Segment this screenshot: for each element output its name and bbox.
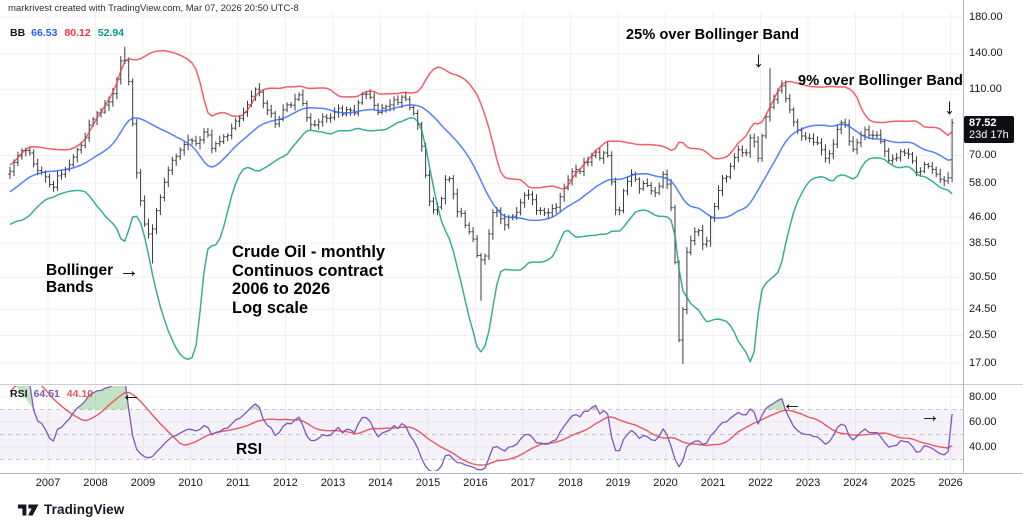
tradingview-logo-icon (18, 504, 39, 516)
annotation-rsi-label: RSI (236, 441, 263, 458)
right-arrow-icon-bollinger: → (119, 260, 139, 282)
time-tick-label: 2011 (226, 477, 250, 489)
time-tick-label: 2021 (700, 477, 726, 489)
annotation-9pct-over-band: 9% over Bollinger Band (798, 73, 963, 89)
time-tick-label: 2008 (83, 477, 108, 489)
price-tick-label: 180.00 (969, 10, 1003, 23)
time-tick-label: 2018 (558, 477, 583, 489)
price-tick-label: 30.50 (969, 270, 997, 283)
attribution-text: markrivest created with TradingView.com,… (8, 3, 299, 14)
left-arrow-icon-rsi-2008: ← (121, 384, 141, 406)
last-price-badge: 87.52 23d 17h (964, 115, 1014, 143)
price-tick-label: 58.00 (969, 176, 997, 189)
bb-upper-value: 80.12 (64, 27, 91, 39)
price-tick-label: 70.00 (969, 148, 997, 161)
time-tick-label: 2007 (35, 477, 61, 489)
time-tick-label: 2013 (320, 477, 346, 489)
price-tick-label: 38.50 (969, 236, 997, 249)
bb-basis-value: 66.53 (31, 27, 58, 39)
rsi-tick-label: 60.00 (969, 415, 997, 428)
tradingview-logo[interactable]: TradingView (18, 502, 124, 517)
time-tick-label: 2024 (843, 477, 868, 489)
down-arrow-icon-2022: ↓ (753, 47, 764, 72)
last-price-value: 87.52 (969, 116, 997, 129)
time-tick-label: 2022 (748, 477, 773, 489)
time-tick-label: 2023 (795, 477, 821, 489)
price-tick-label: 17.00 (969, 356, 997, 369)
down-arrow-icon-2026: ↓ (944, 94, 955, 119)
time-tick-label: 2025 (890, 477, 916, 489)
annotation-bollinger-bands: Bollinger Bands (46, 262, 114, 296)
bb-legend[interactable]: BB 66.53 80.12 52.94 (10, 27, 131, 39)
time-tick-label: 2026 (938, 477, 963, 489)
annotation-25pct-over-band: 25% over Bollinger Band (626, 27, 800, 43)
price-tick-label: 46.00 (969, 210, 997, 223)
time-tick-label: 2020 (653, 477, 678, 489)
rsi-tick-label: 80.00 (969, 390, 997, 403)
rsi-tick-label: 40.00 (969, 440, 997, 453)
price-tick-label: 24.50 (969, 302, 997, 315)
price-tick-label: 140.00 (969, 47, 1003, 60)
left-arrow-icon-rsi-2022: ← (782, 393, 802, 415)
time-tick-label: 2015 (415, 477, 441, 489)
price-tick-label: 110.00 (969, 82, 1002, 95)
annotation-chart-note: Crude Oil - monthly Continuos contract 2… (232, 243, 386, 317)
time-tick-label: 2014 (368, 477, 393, 489)
bb-lower-value: 52.94 (97, 27, 125, 39)
time-tick-label: 2017 (510, 477, 536, 489)
rsi-legend[interactable]: RSI 64.51 44.10 (10, 388, 100, 400)
time-tick-label: 2010 (178, 477, 203, 489)
tradingview-logo-text: TradingView (44, 502, 125, 517)
price-scale[interactable]: 180.00 140.00 110.00 70.00 58.00 46.00 38.50 30… (963, 0, 1023, 473)
right-arrow-icon-rsi-2026: → (920, 405, 940, 427)
time-tick-label: 2016 (463, 477, 488, 489)
time-scale[interactable]: 2007 2008 2009 2010 2011 2012 2013 2014 2015 2016… (0, 477, 1023, 495)
bar-countdown: 23d 17h (969, 128, 1009, 141)
time-tick-label: 2019 (605, 477, 631, 489)
time-tick-label: 2012 (273, 477, 298, 489)
price-tick-label: 20.50 (969, 329, 997, 342)
bb-legend-title: BB (10, 27, 26, 39)
rsi-value: 64.51 (33, 388, 60, 400)
rsi-legend-title: RSI (10, 388, 28, 400)
rsi-ma-value: 44.10 (66, 388, 94, 400)
time-tick-label: 2009 (130, 477, 156, 489)
